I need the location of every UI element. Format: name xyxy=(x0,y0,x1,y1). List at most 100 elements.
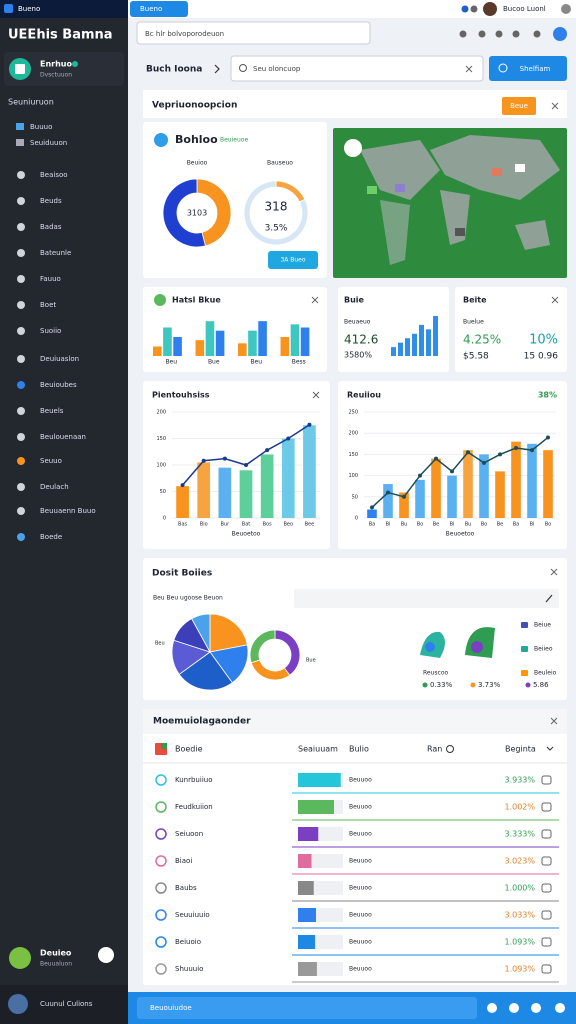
column-header[interactable]: Seaiuuam xyxy=(298,745,338,754)
nav-item[interactable]: Beuioubes xyxy=(40,381,77,389)
header-icon[interactable] xyxy=(478,30,486,38)
bottom-icon[interactable] xyxy=(555,1003,565,1013)
nav-item[interactable]: Beuels xyxy=(40,407,64,415)
header-icon[interactable] xyxy=(533,30,541,38)
column-header[interactable]: Boedie xyxy=(175,745,203,754)
nav-item[interactable]: Deulach xyxy=(40,483,69,491)
primary-button[interactable] xyxy=(489,56,567,81)
label[interactable]: 3A Bueo xyxy=(280,257,305,264)
label[interactable]: Bueno xyxy=(140,5,162,13)
label[interactable]: Cuunul Culions xyxy=(40,1000,93,1008)
nav-item[interactable]: Seuiduuon xyxy=(30,139,67,147)
label[interactable]: Beue xyxy=(510,102,528,110)
legend-label: Beiieo xyxy=(534,646,553,653)
app-icon xyxy=(4,4,13,13)
clear-icon[interactable] xyxy=(465,65,473,73)
nav-item[interactable]: Seuuo xyxy=(40,457,62,465)
panel-button[interactable] xyxy=(502,97,536,115)
donut-segment xyxy=(243,180,309,246)
label: 1.000% xyxy=(504,884,535,893)
nav-item[interactable]: Buuuo xyxy=(30,123,52,131)
row-action[interactable] xyxy=(541,802,552,812)
header-avatar[interactable] xyxy=(553,27,567,41)
close-icon[interactable] xyxy=(312,391,320,399)
x-tick-label: Bat xyxy=(242,522,250,528)
nav-item[interactable]: Bateunle xyxy=(40,249,71,257)
nav-item[interactable]: Beulouenaan xyxy=(40,433,86,441)
close-icon[interactable] xyxy=(550,717,558,725)
tab[interactable] xyxy=(130,1,188,17)
status-dot xyxy=(72,61,78,67)
nav-item[interactable]: Badas xyxy=(40,223,62,231)
row-action[interactable] xyxy=(541,937,552,947)
bottom-input[interactable] xyxy=(137,997,477,1019)
nav-icon xyxy=(17,249,25,257)
search-box[interactable] xyxy=(136,21,371,45)
line-point xyxy=(201,458,206,463)
close-icon[interactable] xyxy=(550,568,558,576)
header-icon[interactable] xyxy=(495,30,503,38)
row-action[interactable] xyxy=(541,856,552,866)
nav-item[interactable]: Suoiio xyxy=(40,327,61,335)
bar xyxy=(367,509,377,518)
nav-item[interactable]: Fauuo xyxy=(40,275,61,283)
nav-item[interactable]: Beuds xyxy=(40,197,62,205)
bar xyxy=(527,443,537,518)
row-action[interactable] xyxy=(541,910,552,920)
row-action[interactable] xyxy=(541,964,552,974)
header-icon[interactable] xyxy=(512,30,520,38)
row-action[interactable] xyxy=(541,775,552,785)
progress-bar xyxy=(298,773,341,787)
row-icon xyxy=(155,801,167,813)
pie-label: Beu xyxy=(155,641,165,647)
row-action[interactable] xyxy=(541,883,552,893)
card-button[interactable] xyxy=(268,251,318,269)
nav-icon xyxy=(17,301,25,309)
avatar[interactable] xyxy=(483,2,497,16)
y-tick-label: 50 xyxy=(160,489,166,495)
x-tick-label: Be xyxy=(497,522,504,528)
column-header[interactable]: Bulio xyxy=(349,745,369,754)
label: 3.023% xyxy=(504,857,535,866)
legend-swatch xyxy=(521,622,528,628)
nav-item[interactable]: Deuiuaslon xyxy=(40,355,79,363)
nav-item[interactable]: Boede xyxy=(40,533,62,541)
map-pin xyxy=(367,186,377,194)
bar xyxy=(479,454,489,518)
top-icon[interactable] xyxy=(470,5,478,13)
chevron xyxy=(214,64,220,74)
bottom-icon[interactable] xyxy=(509,1003,519,1013)
label: 4.25% xyxy=(463,333,501,347)
map-landmass xyxy=(380,200,410,265)
row-icon xyxy=(155,774,167,786)
map-marker[interactable] xyxy=(344,139,362,157)
column-header[interactable]: Beginta xyxy=(505,745,536,754)
top-icon[interactable] xyxy=(561,4,571,14)
bottom-icon[interactable] xyxy=(487,1003,497,1013)
bar xyxy=(405,338,410,356)
close-icon[interactable] xyxy=(551,102,559,110)
legend-swatch xyxy=(521,646,528,652)
bar xyxy=(239,470,253,518)
nav-item[interactable]: Beuuaenn Buuo xyxy=(40,507,96,515)
nav-icon xyxy=(17,275,25,283)
topbar-left xyxy=(0,0,128,18)
label: Bue xyxy=(306,658,316,664)
axis-label: Beuoetoo xyxy=(232,531,261,538)
close-icon[interactable] xyxy=(311,296,319,304)
x-tick-label: Beo xyxy=(283,522,293,528)
label[interactable]: Shelfiam xyxy=(520,65,551,73)
column-header[interactable]: Ran xyxy=(427,745,442,754)
x-tick-label: Be xyxy=(433,522,440,528)
map-landmass xyxy=(515,220,550,250)
nav-item[interactable]: Beaisoo xyxy=(40,171,68,179)
row-action[interactable] xyxy=(541,829,552,839)
close-icon[interactable] xyxy=(551,296,559,304)
top-icon[interactable] xyxy=(461,5,469,13)
header-icon[interactable] xyxy=(459,30,467,38)
line-point xyxy=(370,505,374,510)
toolbar-search[interactable] xyxy=(230,55,484,82)
user-menu[interactable] xyxy=(98,947,114,963)
nav-item[interactable]: Boet xyxy=(40,301,56,309)
bottom-icon[interactable] xyxy=(531,1003,541,1013)
